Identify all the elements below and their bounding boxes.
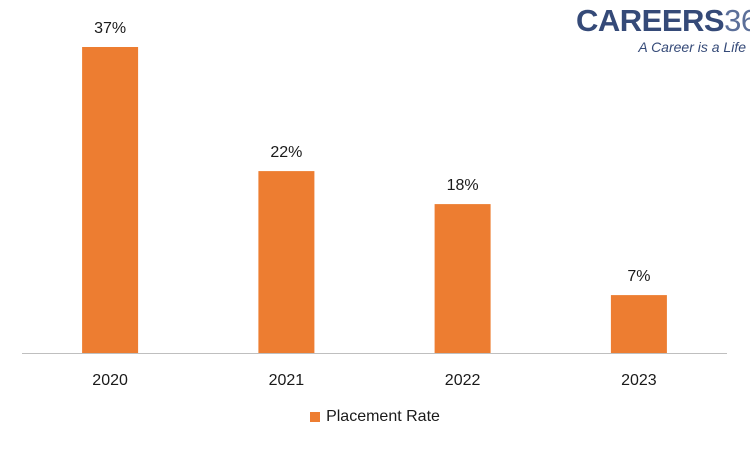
- x-tick-label-2021: 2021: [269, 372, 305, 389]
- brand-tagline: A Career is a Life: [638, 39, 746, 55]
- data-label-2022: 18%: [447, 177, 479, 194]
- bar-2023: [610, 295, 667, 353]
- bar-2021: [258, 171, 315, 353]
- legend-label: Placement Rate: [326, 408, 440, 425]
- legend-swatch: [310, 412, 321, 422]
- x-tick-label-2023: 2023: [621, 372, 657, 389]
- brand-logo: CAREERS360 A Career is a Life: [576, 3, 750, 60]
- x-tick-label-2022: 2022: [445, 372, 481, 389]
- data-label-2021: 22%: [270, 144, 302, 161]
- x-tick-label-2020: 2020: [92, 372, 128, 389]
- chart-legend: Placement Rate: [0, 408, 750, 426]
- data-label-2020: 37%: [94, 20, 126, 37]
- data-label-2023: 7%: [627, 268, 650, 285]
- brand-name-letters: CAREERS: [576, 3, 725, 38]
- brand-name-number: 360: [724, 3, 750, 38]
- brand-wordmark: CAREERS360: [576, 3, 750, 38]
- bar-2022: [434, 204, 491, 353]
- bar-2020: [82, 47, 139, 353]
